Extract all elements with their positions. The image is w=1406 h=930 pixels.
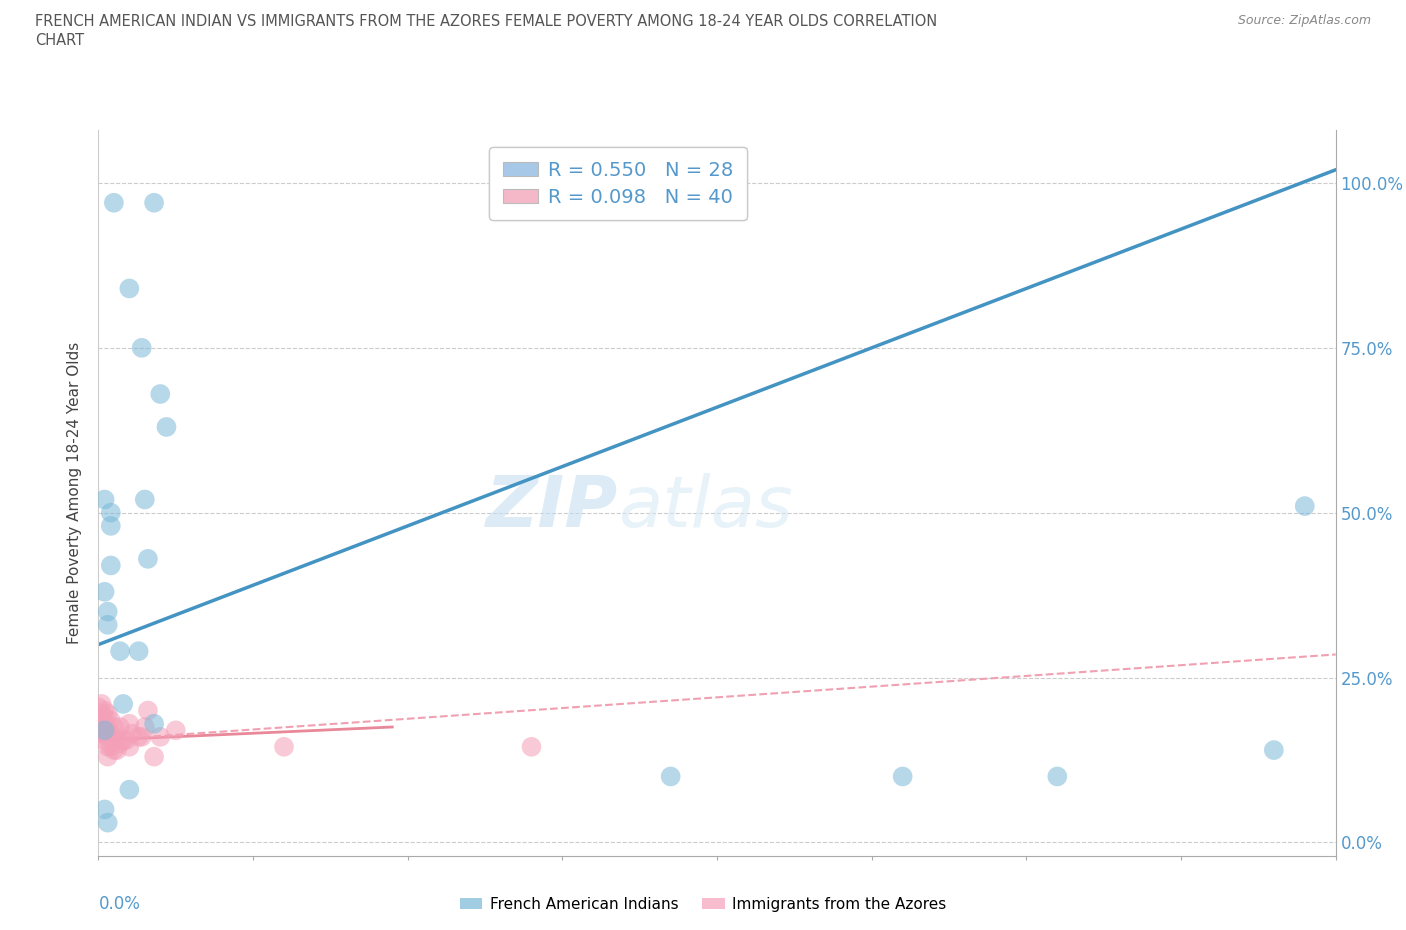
Point <box>118 739 141 754</box>
Point <box>100 505 122 520</box>
Point <box>1046 769 1069 784</box>
Point <box>165 723 187 737</box>
Point <box>134 720 156 735</box>
Point <box>103 720 125 735</box>
Legend: French American Indians, Immigrants from the Azores: French American Indians, Immigrants from… <box>454 891 952 918</box>
Point <box>273 739 295 754</box>
Point <box>121 726 143 741</box>
Point <box>103 743 125 758</box>
Point <box>90 726 112 741</box>
Point <box>143 750 166 764</box>
Point <box>155 419 177 434</box>
Legend: R = 0.550   N = 28, R = 0.098   N = 40: R = 0.550 N = 28, R = 0.098 N = 40 <box>489 147 747 220</box>
Point <box>108 720 131 735</box>
Point <box>118 281 141 296</box>
Point <box>105 729 128 744</box>
Point <box>1294 498 1316 513</box>
Point <box>93 723 115 737</box>
Point <box>115 733 138 748</box>
Point <box>108 644 131 658</box>
Point <box>90 697 112 711</box>
Point <box>97 739 120 754</box>
Point <box>659 769 682 784</box>
Point <box>118 782 141 797</box>
Point <box>131 729 153 744</box>
Point <box>128 729 150 744</box>
Point <box>100 739 122 754</box>
Point <box>105 743 128 758</box>
Point <box>134 492 156 507</box>
Point <box>131 340 153 355</box>
Point <box>90 720 112 735</box>
Point <box>87 699 110 714</box>
Text: CHART: CHART <box>35 33 84 47</box>
Point <box>103 195 125 210</box>
Point <box>100 713 122 728</box>
Point <box>100 518 122 533</box>
Point <box>93 723 115 737</box>
Point <box>93 492 115 507</box>
Point <box>93 710 115 724</box>
Point <box>108 736 131 751</box>
Point <box>97 729 120 744</box>
Point <box>93 733 115 748</box>
Point <box>97 720 120 735</box>
Point <box>118 716 141 731</box>
Point <box>93 716 115 731</box>
Text: FRENCH AMERICAN INDIAN VS IMMIGRANTS FROM THE AZORES FEMALE POVERTY AMONG 18-24 : FRENCH AMERICAN INDIAN VS IMMIGRANTS FRO… <box>35 14 938 29</box>
Point <box>112 697 135 711</box>
Point <box>100 726 122 741</box>
Point <box>93 584 115 599</box>
Point <box>143 716 166 731</box>
Point <box>1263 743 1285 758</box>
Text: 0.0%: 0.0% <box>98 896 141 913</box>
Point <box>149 387 172 402</box>
Text: ZIP: ZIP <box>486 473 619 542</box>
Text: Source: ZipAtlas.com: Source: ZipAtlas.com <box>1237 14 1371 27</box>
Point <box>93 703 115 718</box>
Point <box>128 644 150 658</box>
Point <box>90 707 112 722</box>
Text: atlas: atlas <box>619 473 793 542</box>
Point <box>90 713 112 728</box>
Point <box>93 802 115 817</box>
Point <box>97 750 120 764</box>
Point <box>100 558 122 573</box>
Point <box>520 739 543 754</box>
Point <box>103 733 125 748</box>
Point <box>143 195 166 210</box>
Point <box>891 769 914 784</box>
Y-axis label: Female Poverty Among 18-24 Year Olds: Female Poverty Among 18-24 Year Olds <box>67 342 83 644</box>
Point <box>97 707 120 722</box>
Point <box>97 604 120 619</box>
Point <box>136 551 159 566</box>
Point <box>97 618 120 632</box>
Point <box>136 703 159 718</box>
Point <box>97 816 120 830</box>
Point <box>112 733 135 748</box>
Point <box>149 729 172 744</box>
